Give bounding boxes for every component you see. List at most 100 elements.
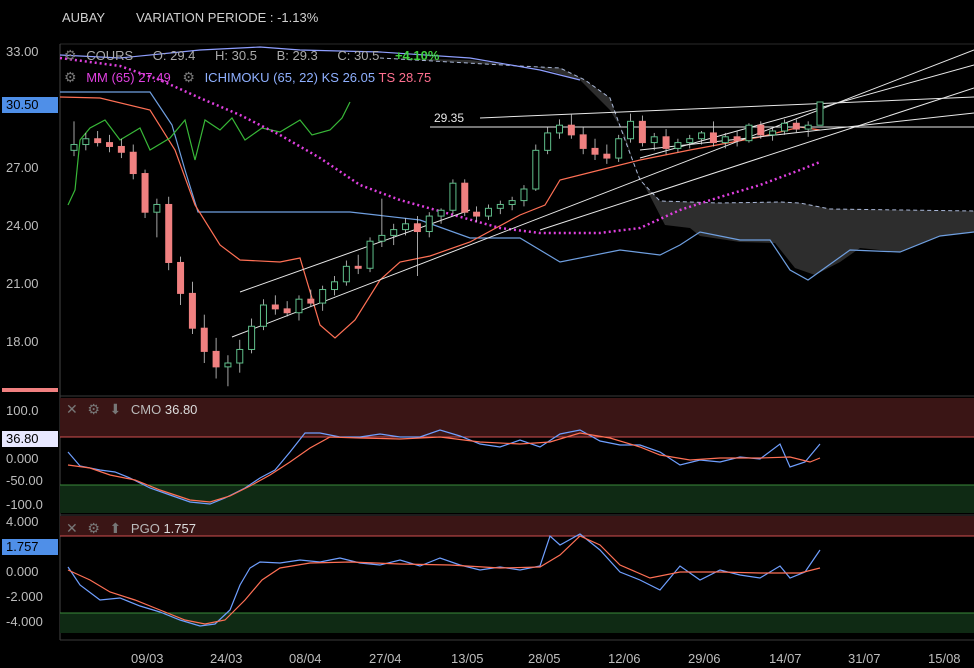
settings-gear-icon[interactable]: ⚙ (64, 47, 77, 63)
cmo-oversold-band (60, 485, 974, 513)
variation-label: VARIATION PERIODE : -1.13% (136, 10, 319, 25)
candle-body (413, 223, 421, 233)
chart-header: AUBAY VARIATION PERIODE : -1.13% (0, 0, 974, 36)
settings-gear-icon[interactable]: ⚙ (87, 401, 100, 417)
close-icon[interactable]: ✕ (66, 520, 78, 536)
candle-body (473, 211, 481, 217)
pgo-overbought-band (60, 516, 974, 536)
candle-body (425, 215, 433, 233)
y-tick: 0.000 (6, 564, 39, 579)
y-tick: 0.000 (6, 451, 39, 466)
candle-body (804, 124, 812, 130)
candle-body (295, 298, 303, 314)
candle-body (449, 182, 457, 211)
settings-gear-icon[interactable]: ⚙ (87, 520, 100, 536)
candle-body (248, 325, 256, 350)
cmo-label: CMO (130, 402, 162, 417)
candle-body (603, 153, 611, 159)
candle-body (378, 234, 386, 242)
ichimoku-label: ICHIMOKU (65, 22) (204, 70, 318, 85)
candle-body (721, 136, 729, 144)
candle-body (674, 142, 682, 149)
price-tag: 30.50 (2, 97, 58, 113)
candle-body (224, 362, 232, 368)
y-tick: -2.000 (6, 589, 43, 604)
candle-body (520, 188, 528, 202)
candle-body (342, 265, 350, 283)
pgo-header: ✕ ⚙ ⬆ PGO 1.757 (66, 520, 196, 537)
candle-body (236, 348, 244, 364)
candle-body (615, 138, 623, 159)
x-tick: 09/03 (131, 651, 164, 666)
open-value: O: 29.4 (152, 48, 196, 63)
candle-body (709, 132, 717, 144)
candle-body (200, 327, 208, 352)
candlesticks (70, 101, 824, 387)
cmo-signal-line (67, 432, 821, 503)
ma-value: 27.49 (138, 70, 171, 85)
y-tick: 100.0 (6, 403, 39, 418)
candle-body (437, 209, 445, 217)
pgo-line (67, 533, 821, 627)
candle-body (792, 122, 800, 130)
ohlc-label: COURS (86, 48, 134, 63)
ma-label: MM (65) (86, 70, 135, 85)
x-tick: 29/06 (688, 651, 721, 666)
candle-body (544, 132, 552, 151)
x-tick: 27/04 (369, 651, 402, 666)
pgo-value: 1.757 (163, 521, 196, 536)
candle-body (188, 292, 196, 329)
x-tick: 24/03 (210, 651, 243, 666)
candle-body (117, 145, 125, 153)
candle-body (733, 136, 741, 142)
candle-body (177, 261, 185, 294)
candle-body (508, 200, 516, 205)
ichimoku-settings-gear-icon[interactable]: ⚙ (182, 69, 195, 85)
candle-body (461, 182, 469, 213)
candle-body (271, 304, 279, 310)
candle-body (366, 240, 374, 269)
ma-settings-gear-icon[interactable]: ⚙ (64, 69, 77, 85)
candle-body (94, 138, 102, 144)
y-tick: 18.00 (6, 334, 39, 349)
indicator-legend: ⚙ MM (65) 27.49 ⚙ ICHIMOKU (65, 22) KS 2… (64, 69, 431, 86)
x-tick: 31/07 (848, 651, 881, 666)
candle-body (70, 144, 78, 151)
last-low-marker (2, 388, 58, 392)
x-tick: 08/04 (289, 651, 322, 666)
move-up-icon[interactable]: ⬆ (109, 520, 122, 536)
change-value: +4.10% (394, 48, 440, 63)
candle-body (638, 120, 646, 144)
candle-body (331, 281, 339, 291)
candle-body (259, 304, 267, 327)
kijun-line (60, 91, 974, 281)
chikou-line (67, 101, 351, 206)
y-tick: 24.00 (6, 218, 39, 233)
trend-lines (231, 49, 974, 338)
candle-body (650, 136, 658, 144)
candle-body (579, 134, 587, 149)
pgo-oversold-band (60, 613, 974, 633)
ichimoku-cloud (380, 58, 974, 275)
y-tick: 33.00 (6, 44, 39, 59)
candle-body (567, 124, 575, 136)
x-tick: 15/08 (928, 651, 961, 666)
candle-body (816, 101, 824, 126)
candle-body (686, 138, 694, 144)
candle-body (129, 151, 137, 175)
ma-65-line (59, 56, 821, 235)
candle-body (662, 136, 670, 149)
pgo-signal-line (67, 535, 821, 625)
candle-body (496, 203, 504, 209)
x-tick: 13/05 (451, 651, 484, 666)
candle-body (307, 298, 315, 304)
cmo-header: ✕ ⚙ ⬇ CMO 36.80 (66, 401, 197, 418)
candle-body (319, 289, 327, 304)
close-icon[interactable]: ✕ (66, 401, 78, 417)
candle-body (769, 130, 777, 136)
x-axis: 09/03 24/03 08/04 27/04 13/05 28/05 12/0… (0, 640, 974, 668)
y-tick: -50.00 (6, 473, 43, 488)
move-down-icon[interactable]: ⬇ (109, 401, 122, 417)
candle-body (757, 124, 765, 136)
